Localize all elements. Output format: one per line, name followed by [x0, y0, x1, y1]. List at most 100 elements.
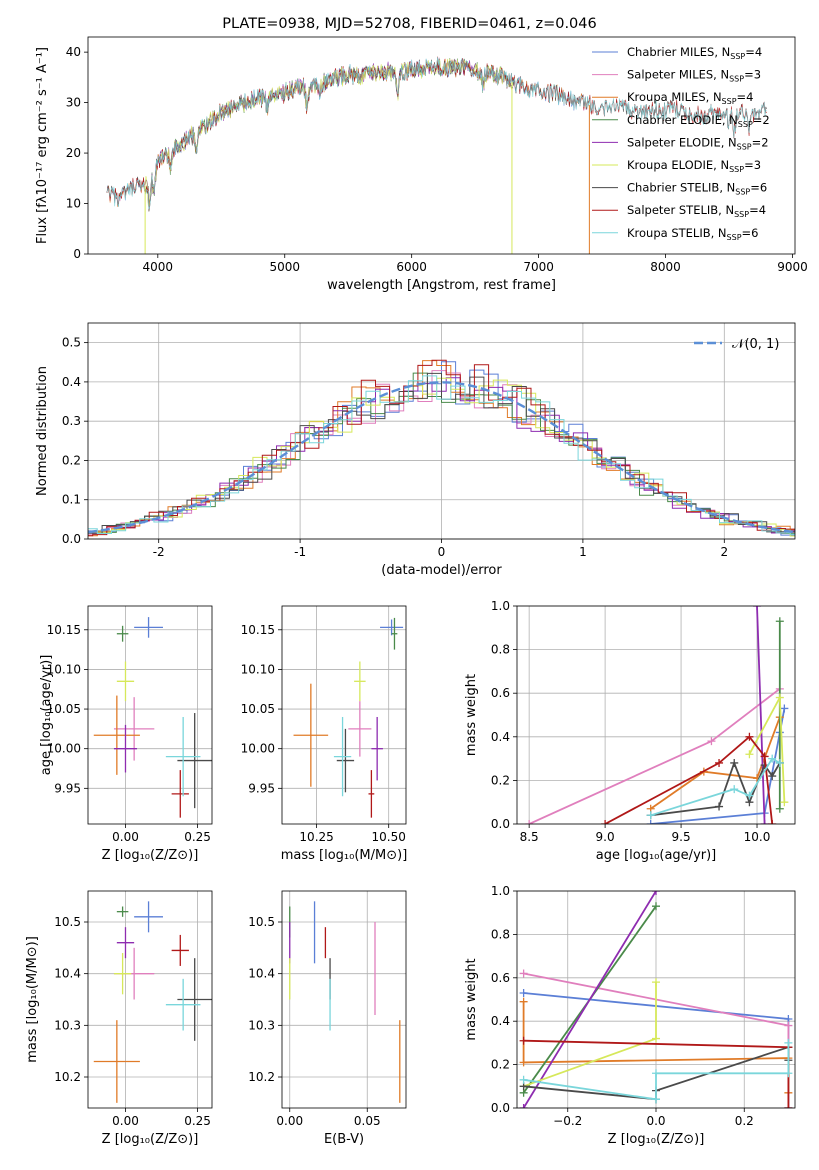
legend-name: Salpeter MILES, N	[627, 68, 729, 82]
y-tick-label: 0.0	[491, 1101, 510, 1115]
weight-marker	[646, 820, 655, 824]
x-tick-label: 0.25	[184, 830, 211, 844]
weight-marker	[780, 798, 789, 807]
legend-name: Chabrier STELIB, N	[627, 181, 735, 195]
errorbar-point	[93, 1020, 140, 1103]
errorbar-point	[165, 716, 201, 797]
weight-marker	[601, 820, 610, 824]
y-tick-label: 10.4	[54, 967, 81, 981]
normal-curve	[88, 381, 795, 534]
y-tick-label: 0.2	[62, 453, 81, 467]
weight-marker	[775, 804, 784, 813]
weight-marker	[715, 758, 724, 767]
y-tick-label: 0.8	[491, 643, 510, 657]
weight-marker	[652, 891, 660, 895]
errorbar-point	[333, 716, 352, 797]
legend-sub: SSP	[737, 142, 752, 151]
x-tick-label: 10.25	[299, 830, 333, 844]
weight-series-line	[756, 606, 766, 824]
spectrum-lines	[106, 56, 767, 254]
errorbar-point	[113, 697, 155, 761]
errorbar-point	[368, 770, 375, 818]
x-tick-label: 8000	[650, 260, 681, 274]
y-tick-label: 0.4	[491, 1014, 510, 1028]
y-axis-label: age [log₁₀(age/yr)]	[39, 655, 54, 776]
y-tick-label: 40	[66, 45, 81, 59]
y-tick-label: 0	[73, 247, 81, 261]
weight-marker	[519, 1075, 528, 1084]
legend-suffix: =2	[752, 135, 769, 149]
x-tick-label: 0.00	[276, 1114, 303, 1128]
weight-marker	[652, 978, 660, 987]
y-tick-label: 10.00	[241, 742, 275, 756]
y-tick-label: 0.0	[62, 532, 81, 546]
y-tick-label: 0.1	[62, 493, 81, 507]
x-tick-label: 9000	[777, 260, 808, 274]
legend-suffix: =6	[750, 181, 767, 195]
legend-sub: SSP	[730, 52, 745, 61]
weight-marker	[519, 988, 528, 997]
y-axis-label: Normed distribution	[35, 366, 50, 496]
y-tick-label: 0.6	[491, 971, 510, 985]
errorbar-point	[336, 728, 355, 793]
x-axis-label: age [log₁₀(age/yr)]	[596, 848, 717, 863]
legend-label: Salpeter STELIB, NSSP=4	[627, 203, 766, 219]
weight-marker	[519, 1036, 528, 1045]
y-tick-label: 10.05	[241, 702, 275, 716]
weight-marker	[652, 1069, 660, 1078]
y-axis-label: mass [log₁₀(M/M⊙)]	[25, 936, 40, 1063]
histogram-steps	[88, 359, 795, 537]
y-tick-label: 10.3	[54, 1018, 81, 1032]
legend-sub: SSP	[734, 210, 749, 219]
legend-sub: SSP	[738, 120, 753, 129]
y-tick-label: 0.5	[62, 336, 81, 350]
weight-marker	[753, 606, 762, 610]
weight-marker	[784, 1104, 793, 1108]
x-tick-label: 0	[438, 545, 446, 559]
weight-marker	[652, 1095, 660, 1104]
weight-marker	[519, 969, 528, 978]
legend-suffix: =6	[742, 226, 759, 240]
y-tick-label: 10.00	[47, 742, 81, 756]
mass_vs_EBV-errorbars	[289, 901, 401, 1103]
legend-label: Chabrier STELIB, NSSP=6	[627, 181, 767, 197]
legend-name: Chabrier ELODIE, N	[627, 113, 738, 127]
weight-marker	[652, 902, 660, 911]
y-tick-label: 10.3	[248, 1018, 275, 1032]
errorbar-point	[171, 770, 189, 818]
y-tick-label: 0.0	[491, 817, 510, 831]
errorbar-point	[93, 695, 140, 775]
errorbar-point	[113, 724, 138, 773]
weight-marker	[784, 1021, 793, 1030]
figure-title: PLATE=0938, MJD=52708, FIBERID=0461, z=0…	[222, 16, 596, 32]
age_vs_Z-axes: 0.00 0.25 9.95 10.00 10.05 10.10 10.15 Z [log₁₀…	[39, 606, 212, 863]
legend-label: Chabrier MILES, NSSP=4	[627, 45, 762, 61]
x-axis-label: Z [log₁₀(Z/Z⊙)]	[102, 1132, 199, 1147]
residuals-axes: -2 -1 0 1 2 0.0 0.1 0.2 0.3 0.4 0.5 (data-model)/er…	[35, 323, 795, 578]
legend-label: Chabrier ELODIE, NSSP=2	[627, 113, 770, 129]
age_vs_Z-frame	[87, 605, 213, 825]
x-axis-label: Z [log₁₀(Z/Z⊙)]	[102, 848, 199, 863]
weight_vs_Z-lines	[519, 891, 793, 1108]
legend-sub: SSP	[729, 165, 744, 174]
y-axis-label: mass weight	[464, 958, 479, 1040]
y-tick-label: 10.2	[248, 1070, 275, 1084]
legend-label: Kroupa MILES, NSSP=4	[627, 90, 753, 106]
weight-marker	[768, 772, 777, 781]
weight-marker	[525, 820, 534, 824]
errorbar-point	[113, 953, 132, 995]
spectrum-frame	[87, 36, 796, 255]
x-axis-label: Z [log₁₀(Z/Z⊙)]	[608, 1132, 705, 1147]
y-tick-label: 10	[66, 197, 81, 211]
legend-sub: SSP	[735, 188, 750, 197]
weight-marker	[745, 791, 754, 800]
weight-marker	[519, 1058, 528, 1067]
weight-marker	[760, 820, 769, 824]
x-axis-label: E(B-V)	[324, 1132, 364, 1147]
spectrum-series-line	[106, 57, 767, 210]
y-tick-label: 10.4	[248, 967, 275, 981]
x-tick-label: 9.5	[672, 830, 691, 844]
y-tick-label: 9.95	[54, 781, 81, 795]
